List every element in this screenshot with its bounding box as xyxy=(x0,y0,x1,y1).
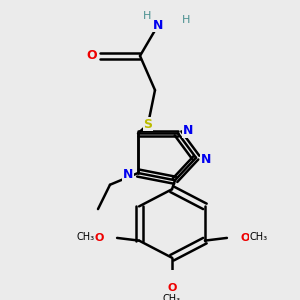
Text: CH₃: CH₃ xyxy=(76,232,94,242)
Text: N: N xyxy=(183,124,193,137)
Text: N: N xyxy=(153,19,163,32)
Text: CH₃: CH₃ xyxy=(250,232,268,242)
Text: N: N xyxy=(123,168,133,181)
Text: CH₃: CH₃ xyxy=(163,294,181,300)
Text: H: H xyxy=(143,11,151,21)
Text: O: O xyxy=(87,50,97,62)
Text: O: O xyxy=(94,233,104,243)
Text: O: O xyxy=(167,284,177,293)
Text: S: S xyxy=(143,118,152,131)
Text: O: O xyxy=(240,233,250,243)
Text: H: H xyxy=(182,15,190,25)
Text: N: N xyxy=(201,153,211,166)
